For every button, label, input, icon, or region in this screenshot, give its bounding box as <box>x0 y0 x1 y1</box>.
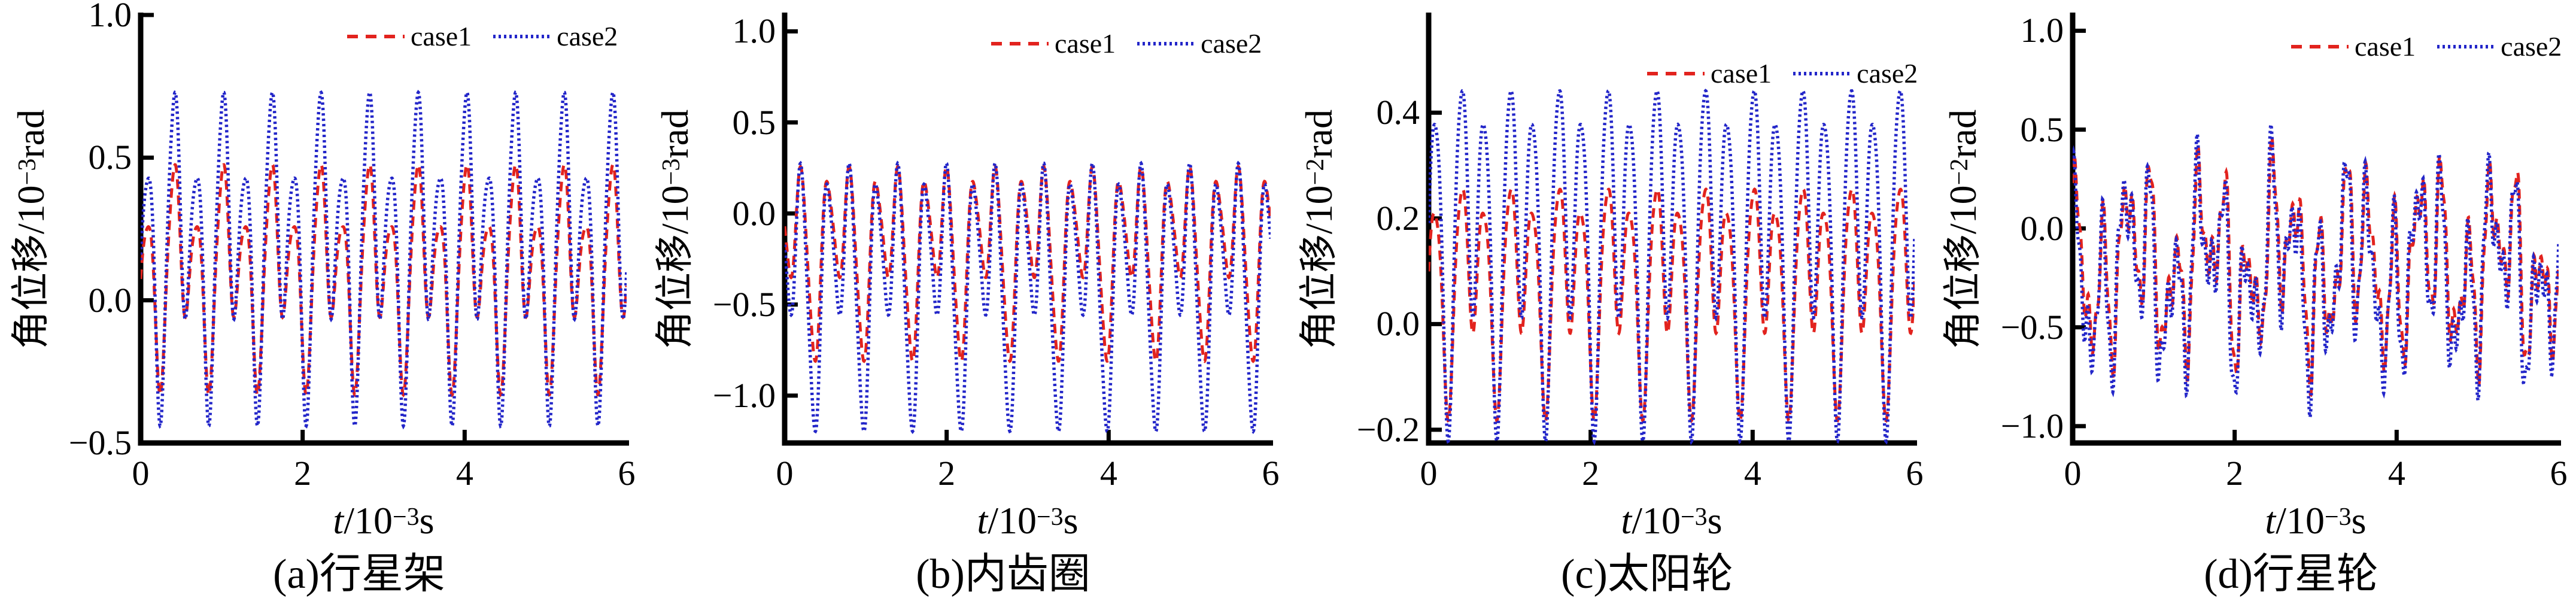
case2-curve <box>2073 124 2559 420</box>
plot-area <box>2070 13 2561 446</box>
case1-curve <box>1429 187 1915 424</box>
case2-dotted-line-sample <box>2437 45 2495 48</box>
y-tick-label: 1.0 <box>732 11 776 51</box>
legend-label-case1: case1 <box>411 21 472 51</box>
legend: case1 case2 <box>991 30 1277 57</box>
y-tick-label: 0.5 <box>88 138 132 177</box>
legend-label-case1: case1 <box>1711 58 1772 89</box>
case1-curve <box>785 164 1271 363</box>
y-tick-label: −0.5 <box>2000 307 2064 347</box>
subplot-b: 角位移/10−3rad t/10−3s (b)内齿圈 case1 case2 1… <box>644 0 1288 604</box>
x-axis-label: t/10−3s <box>1621 499 1723 542</box>
y-tick-label: 0.2 <box>1376 198 1420 238</box>
x-tick-label: 2 <box>294 454 312 493</box>
case2-curve <box>1429 88 1915 445</box>
x-tick-label: 0 <box>1420 454 1438 493</box>
x-axis-label: t/10−3s <box>2265 499 2367 542</box>
x-axis-label: t/10−3s <box>333 499 435 542</box>
case1-curve <box>141 162 627 397</box>
plot-area <box>782 13 1273 446</box>
case1-dashed-line-sample <box>2291 45 2349 48</box>
x-tick-label: 0 <box>132 454 150 493</box>
legend-label-case2: case2 <box>1201 28 1262 59</box>
case1-curve <box>2073 132 2559 397</box>
x-tick-label: 2 <box>1582 454 1600 493</box>
plot-area <box>1426 13 1917 446</box>
legend: case1 case2 <box>2291 33 2576 60</box>
case2-dotted-line-sample <box>493 35 551 38</box>
legend-label-case2: case2 <box>2501 31 2562 62</box>
x-axis-label: t/10−3s <box>977 499 1079 542</box>
x-tick-label: 0 <box>776 454 794 493</box>
y-tick-label: 1.0 <box>88 0 132 34</box>
legend-label-case2: case2 <box>557 21 618 51</box>
legend-label-case1: case1 <box>2355 31 2416 62</box>
subplot-caption: (b)内齿圈 <box>916 551 1090 597</box>
subplot-d: 角位移/10−2rad t/10−3s (d)行星轮 case1 case2 1… <box>1932 0 2576 604</box>
y-tick-label: 0.0 <box>88 280 132 320</box>
subplot-c: 角位移/10−2rad t/10−3s (c)太阳轮 case1 case2 0… <box>1288 0 1932 604</box>
subplot-caption: (a)行星架 <box>273 551 445 597</box>
case1-dashed-line-sample <box>1647 72 1705 75</box>
x-tick-label: 2 <box>938 454 956 493</box>
x-tick-label: 6 <box>1906 454 1924 493</box>
y-tick-label: 0.0 <box>1376 304 1420 344</box>
x-tick-label: 4 <box>1099 454 1117 493</box>
legend: case1 case2 <box>347 23 633 50</box>
y-tick-label: −0.5 <box>712 284 776 324</box>
x-tick-label: 4 <box>1743 454 1761 493</box>
y-tick-label: 0.0 <box>732 193 776 233</box>
y-tick-label: 0.5 <box>732 102 776 142</box>
x-tick-label: 0 <box>2064 454 2082 493</box>
legend-label-case1: case1 <box>1055 28 1116 59</box>
y-tick-label: −0.5 <box>68 423 132 462</box>
case1-dashed-line-sample <box>347 35 405 38</box>
x-tick-label: 6 <box>1262 454 1280 493</box>
case2-curve <box>141 89 627 430</box>
y-tick-label: −0.2 <box>1356 409 1420 449</box>
y-tick-label: 0.0 <box>2020 208 2064 248</box>
subplot-caption: (c)太阳轮 <box>1561 551 1733 597</box>
legend-label-case2: case2 <box>1857 58 1918 89</box>
case2-curve <box>785 160 1271 435</box>
y-tick-label: −1.0 <box>2000 406 2064 445</box>
y-tick-label: 1.0 <box>2020 11 2064 50</box>
legend: case1 case2 <box>1647 60 1933 87</box>
subplot-a: 角位移/10−3rad t/10−3s (a)行星架 case1 case2 1… <box>0 0 644 604</box>
x-tick-label: 4 <box>2387 454 2405 493</box>
y-tick-label: −1.0 <box>712 375 776 415</box>
x-tick-label: 6 <box>2550 454 2568 493</box>
plot-area <box>138 13 629 446</box>
subplot-caption: (d)行星轮 <box>2204 551 2378 597</box>
y-tick-label: 0.5 <box>2020 110 2064 149</box>
x-tick-label: 6 <box>618 454 636 493</box>
x-tick-label: 2 <box>2226 454 2244 493</box>
y-tick-label: 0.4 <box>1376 93 1420 132</box>
x-tick-label: 4 <box>455 454 473 493</box>
case1-dashed-line-sample <box>991 42 1049 45</box>
case2-dotted-line-sample <box>1137 42 1195 45</box>
case2-dotted-line-sample <box>1793 72 1851 75</box>
